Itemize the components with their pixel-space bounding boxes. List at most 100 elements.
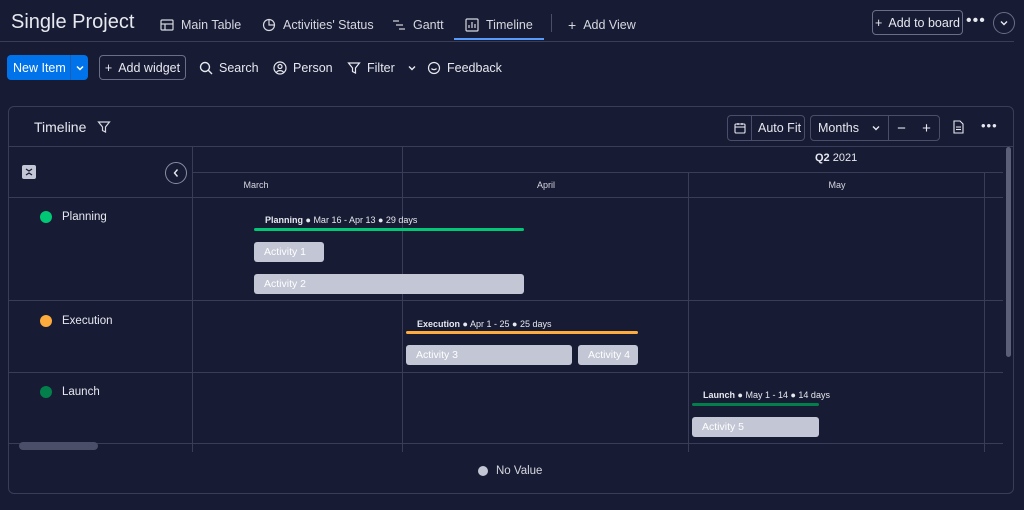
scale-divider xyxy=(193,172,1003,173)
active-tab-indicator xyxy=(454,38,544,40)
filter-button[interactable]: Filter xyxy=(347,58,417,78)
summary-dates: Apr 1 - 25 xyxy=(469,319,510,329)
summary-dates: May 1 - 14 xyxy=(745,390,788,400)
split-divider xyxy=(70,55,71,80)
summary-days: 29 days xyxy=(385,215,418,225)
timeline-item[interactable]: Activity 4 xyxy=(578,345,638,365)
group-column-divider xyxy=(192,147,193,452)
timeline-icon xyxy=(465,18,479,32)
tab-separator xyxy=(551,14,552,32)
export-icon[interactable] xyxy=(952,120,964,134)
legend-label: No Value xyxy=(496,465,543,477)
expand-all-icon[interactable] xyxy=(22,165,36,179)
horizontal-scrollbar[interactable] xyxy=(19,442,98,450)
add-view-label: Add View xyxy=(583,18,636,32)
gantt-icon xyxy=(393,20,405,30)
timeline-item[interactable]: Activity 2 xyxy=(254,274,524,294)
project-title: Single Project xyxy=(11,11,135,33)
auto-fit-label: Auto Fit xyxy=(758,121,802,135)
group-label: Execution xyxy=(62,315,113,327)
more-options-icon[interactable]: ••• xyxy=(966,12,986,29)
row-divider xyxy=(9,300,1003,301)
legend: No Value xyxy=(478,465,542,477)
auto-fit-button[interactable]: Auto Fit xyxy=(727,115,805,141)
summary-dates: Mar 16 - Apr 13 xyxy=(313,215,376,225)
group-span-line xyxy=(406,331,638,334)
new-item-button[interactable]: New Item xyxy=(7,55,88,80)
zoom-in-icon[interactable]: + xyxy=(922,119,931,137)
add-widget-button[interactable]: + Add widget xyxy=(99,55,186,80)
timeline-item[interactable]: Activity 3 xyxy=(406,345,572,365)
quarter-year: 2021 xyxy=(832,152,858,164)
row-divider xyxy=(9,443,1003,444)
group-span-line xyxy=(692,403,819,406)
chevron-down-icon[interactable] xyxy=(407,63,417,73)
quarter-label: Q2 2021 xyxy=(815,152,857,164)
feedback-icon xyxy=(427,61,441,75)
feedback-button[interactable]: Feedback xyxy=(427,58,502,78)
group-color-dot xyxy=(40,386,52,398)
person-icon xyxy=(273,61,287,75)
month-gridline xyxy=(402,147,403,452)
chevron-down-icon xyxy=(1000,21,1008,26)
legend-color-dot xyxy=(478,466,488,476)
add-view-button[interactable]: + Add View xyxy=(568,14,636,36)
widget-title: Timeline xyxy=(34,119,87,135)
filter-label: Filter xyxy=(367,61,395,75)
collapse-header-button[interactable] xyxy=(993,12,1015,34)
add-widget-label: Add widget xyxy=(118,60,181,75)
group-color-dot xyxy=(40,315,52,327)
add-to-board-button[interactable]: + Add to board xyxy=(872,10,963,35)
tab-timeline[interactable]: Timeline xyxy=(465,14,533,36)
group-execution[interactable]: Execution xyxy=(40,315,113,327)
scale-value: Months xyxy=(818,121,859,135)
timeline-item[interactable]: Activity 1 xyxy=(254,242,324,262)
plus-icon: + xyxy=(875,15,883,30)
group-summary: Planning ● Mar 16 - Apr 13 ● 29 days xyxy=(265,215,418,225)
month-label: April xyxy=(536,180,556,190)
summary-name: Planning xyxy=(265,215,303,225)
zoom-out-icon[interactable]: − xyxy=(897,119,906,137)
tab-main-table[interactable]: Main Table xyxy=(160,14,241,36)
collapse-column-button[interactable] xyxy=(165,162,187,184)
group-launch[interactable]: Launch xyxy=(40,386,100,398)
timeline-scale-control[interactable]: Months − + xyxy=(810,115,940,141)
timeline-item[interactable]: Activity 5 xyxy=(692,417,819,437)
filter-icon xyxy=(347,62,361,74)
person-label: Person xyxy=(293,61,333,75)
vertical-scrollbar[interactable] xyxy=(1006,147,1011,357)
filter-icon[interactable] xyxy=(97,120,111,134)
chevron-down-icon xyxy=(872,126,880,131)
calendar-icon xyxy=(728,116,752,140)
row-divider xyxy=(9,197,1003,198)
group-summary: Execution ● Apr 1 - 25 ● 25 days xyxy=(417,319,552,329)
timeline-widget: Timeline Auto Fit Months − + ••• Q2 2021… xyxy=(8,106,1014,494)
table-icon xyxy=(160,19,174,31)
scale-select[interactable]: Months xyxy=(811,116,889,140)
quarter-name: Q2 xyxy=(815,152,830,164)
month-label: March xyxy=(243,180,269,190)
tab-activities-status[interactable]: Activities' Status xyxy=(262,14,374,36)
month-gridline xyxy=(688,172,689,452)
tab-label: Gantt xyxy=(413,18,444,32)
new-item-label: New Item xyxy=(13,60,66,75)
header-divider xyxy=(9,146,1013,147)
group-color-dot xyxy=(40,211,52,223)
header-divider xyxy=(0,41,1014,42)
tab-label: Main Table xyxy=(181,18,242,32)
add-to-board-label: Add to board xyxy=(888,15,960,30)
person-filter-button[interactable]: Person xyxy=(273,58,333,78)
more-options-icon[interactable]: ••• xyxy=(981,118,998,133)
summary-name: Launch xyxy=(703,390,736,400)
month-gridline xyxy=(984,172,985,452)
summary-days: 14 days xyxy=(798,390,830,400)
plus-icon: + xyxy=(104,60,113,75)
tab-gantt[interactable]: Gantt xyxy=(392,14,444,36)
group-span-line xyxy=(254,228,524,231)
summary-name: Execution xyxy=(417,319,461,329)
search-button[interactable]: Search xyxy=(199,58,259,78)
chevron-down-icon[interactable] xyxy=(71,63,88,73)
row-divider xyxy=(9,372,1003,373)
group-planning[interactable]: Planning xyxy=(40,211,107,223)
feedback-label: Feedback xyxy=(447,61,502,75)
